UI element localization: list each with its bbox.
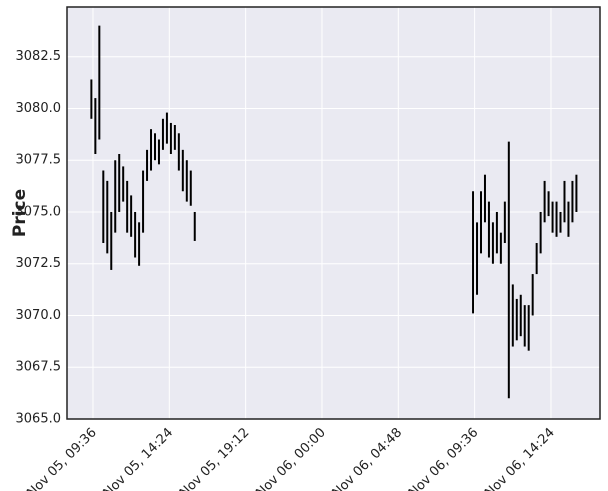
x-tick-label: Nov 05, 09:36 bbox=[24, 425, 100, 491]
y-axis-label: Price bbox=[10, 189, 30, 237]
x-tick-label: Nov 06, 09:36 bbox=[406, 425, 482, 491]
y-tick-label: 3072.5 bbox=[16, 256, 62, 271]
plot-area bbox=[67, 7, 600, 419]
y-tick-label: 3067.5 bbox=[16, 360, 62, 375]
x-tick-label: Nov 05, 19:12 bbox=[177, 425, 253, 491]
marks bbox=[90, 25, 578, 399]
y-tick-label: 3077.5 bbox=[16, 153, 62, 168]
plot-border bbox=[66, 6, 601, 420]
x-tick-label: Nov 05, 14:24 bbox=[101, 425, 177, 491]
x-tick-label: Nov 06, 00:00 bbox=[253, 425, 329, 491]
y-tick-label: 3075.0 bbox=[16, 204, 62, 219]
y-tick-label: 3065.0 bbox=[16, 412, 62, 427]
y-tick-label: 3082.5 bbox=[16, 49, 62, 64]
x-tick-label: Nov 06, 04:48 bbox=[330, 425, 406, 491]
y-tick-label: 3080.0 bbox=[16, 101, 62, 116]
x-tick-label: Nov 06, 14:24 bbox=[482, 425, 558, 491]
y-tick-label: 3070.0 bbox=[16, 308, 62, 323]
